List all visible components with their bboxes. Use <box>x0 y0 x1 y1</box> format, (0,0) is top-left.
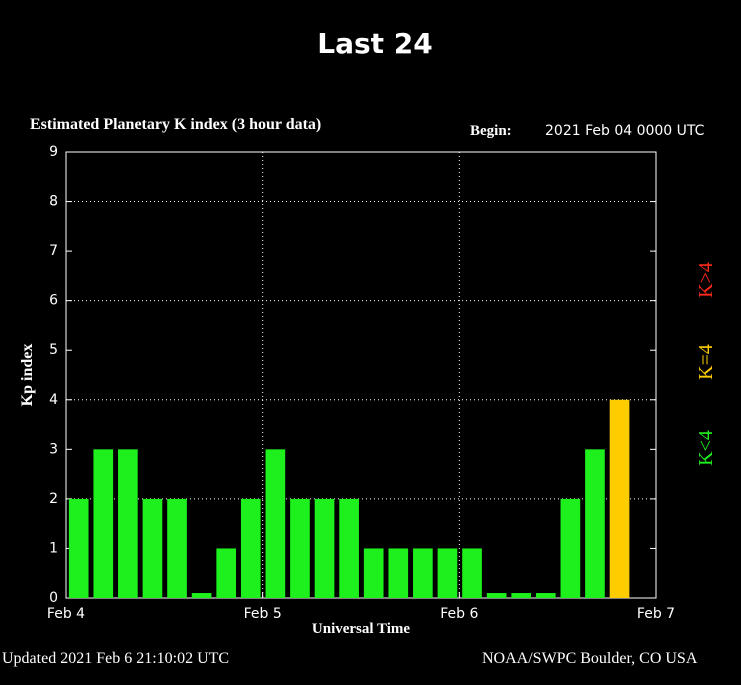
bar <box>68 498 89 598</box>
legend-entry: K=4 <box>695 344 717 380</box>
y-tick-label: 9 <box>49 144 58 160</box>
legend-entry: K<4 <box>695 430 717 466</box>
y-tick-label: 5 <box>49 342 58 358</box>
begin-label: Begin: <box>470 123 512 139</box>
chart-title: Estimated Planetary K index (3 hour data… <box>30 116 321 133</box>
bar <box>609 399 630 598</box>
y-tick-label: 0 <box>49 590 58 606</box>
begin-value: 2021 Feb 04 0000 UTC <box>545 123 705 139</box>
credit-text: NOAA/SWPC Boulder, CO USA <box>482 650 698 667</box>
x-tick-label: Feb 4 <box>47 606 85 622</box>
bar <box>93 449 114 598</box>
bar <box>339 498 359 598</box>
y-tick-label: 4 <box>49 392 58 408</box>
bar <box>216 548 237 598</box>
bar <box>290 498 310 598</box>
bar <box>191 593 212 598</box>
y-tick-label: 6 <box>49 293 58 309</box>
y-tick-label: 3 <box>49 441 58 457</box>
bar <box>388 548 409 598</box>
bar <box>363 548 384 598</box>
bar <box>535 593 556 598</box>
x-tick-label: Feb 5 <box>244 606 282 622</box>
y-tick-label: 2 <box>49 491 58 507</box>
bar <box>167 498 187 598</box>
bar <box>142 498 163 598</box>
bar <box>585 449 605 598</box>
bar <box>560 498 581 598</box>
bar <box>437 548 458 598</box>
x-axis-label: Universal Time <box>312 621 411 637</box>
bar <box>462 548 482 598</box>
x-tick-label: Feb 6 <box>440 606 478 622</box>
bar <box>314 498 335 598</box>
legend-entry: K>4 <box>695 262 717 298</box>
page-title: Last 24 <box>317 27 433 60</box>
x-tick-label: Feb 7 <box>637 606 675 622</box>
bar <box>265 449 286 598</box>
bar <box>118 449 138 598</box>
bar <box>413 548 433 598</box>
y-tick-label: 8 <box>49 194 58 210</box>
bar <box>486 593 507 598</box>
bar <box>240 498 261 598</box>
plot-frame <box>65 151 657 599</box>
y-axis-label: Kp index <box>19 344 36 407</box>
updated-text: Updated 2021 Feb 6 21:10:02 UTC <box>2 650 229 667</box>
y-tick-label: 7 <box>49 243 58 259</box>
bar <box>511 593 532 598</box>
y-tick-label: 1 <box>49 540 58 556</box>
